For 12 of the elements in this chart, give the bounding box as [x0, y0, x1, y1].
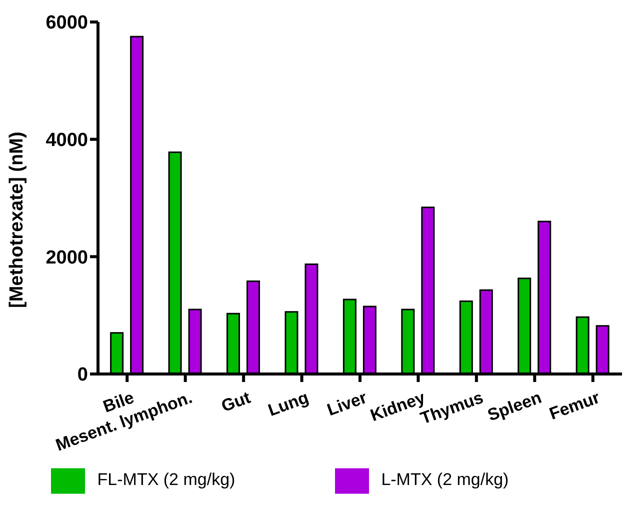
y-tick-label: 4000: [46, 130, 88, 152]
x-tick-label: Liver: [324, 388, 370, 420]
x-tick-label: Spleen: [485, 388, 544, 425]
x-tick-label: Femur: [546, 388, 603, 424]
legend-label: L-MTX (2 mg/kg): [381, 470, 509, 490]
x-tick-label: Gut: [218, 388, 254, 416]
x-tick-label: Lung: [266, 388, 312, 420]
y-tick-label: 0: [77, 364, 88, 386]
y-axis-title: [Methotrexate] (nM): [6, 132, 28, 308]
y-tick-label: 2000: [46, 247, 88, 268]
y-tick-label: 6000: [46, 12, 88, 34]
legend-label: FL-MTX (2 mg/kg): [97, 470, 236, 490]
